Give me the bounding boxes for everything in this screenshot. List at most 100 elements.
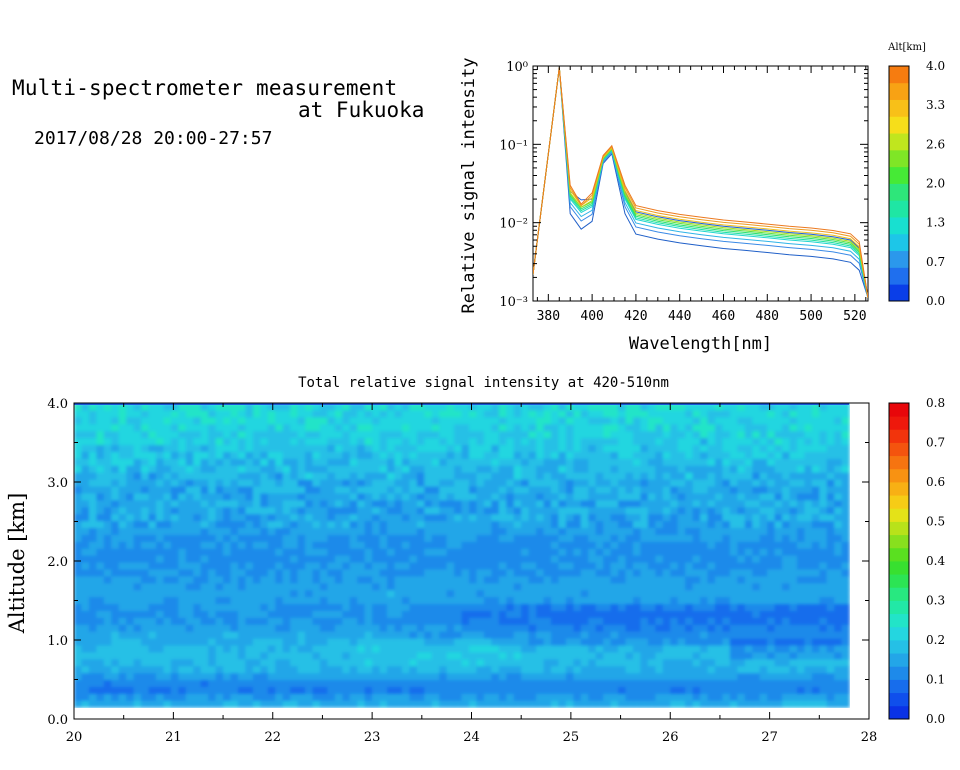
heatmap-cell [647, 589, 656, 598]
heatmap-cell [74, 582, 83, 591]
heatmap-cell [446, 548, 455, 556]
heatmap-cell [714, 430, 724, 439]
heatmap-cell [804, 610, 813, 618]
heatmap-cell [685, 548, 694, 556]
heatmap-cell [178, 409, 187, 418]
heatmap-cell [483, 479, 492, 487]
heatmap-cell [170, 658, 179, 667]
heatmap-cell [245, 638, 254, 646]
heatmap-cell [178, 624, 187, 632]
heatmap-cell [588, 527, 597, 535]
heatmap-cell [714, 638, 724, 646]
heatmap-cell [662, 568, 671, 577]
heatmap-cell [483, 534, 492, 542]
heatmap-cell [141, 520, 150, 529]
heatmap-cell [409, 658, 418, 667]
heatmap-cell [230, 596, 239, 605]
heatmap-cell [319, 513, 328, 522]
heatmap-cell [796, 555, 805, 563]
heatmap-cell [74, 444, 83, 452]
heatmap-cell [506, 485, 515, 494]
heatmap-cell [469, 686, 478, 694]
heatmap-cell [349, 506, 358, 515]
heatmap-cell [565, 499, 574, 508]
heatmap-cell [677, 693, 686, 701]
heatmap-cell [439, 700, 448, 708]
heatmap-cell [744, 693, 753, 701]
heatmap-cell [193, 479, 202, 487]
heatmap-cell [707, 444, 716, 452]
heatmap-cell [767, 686, 776, 694]
heatmap-cell [513, 527, 522, 535]
heatmap-cell [252, 423, 261, 432]
heatmap-cell [521, 423, 530, 432]
heatmap-cell [640, 458, 649, 466]
heatmap-cell [357, 541, 366, 549]
heatmap-cell [677, 403, 686, 411]
heatmap-cell [297, 624, 306, 632]
heatmap-cell [237, 451, 247, 459]
heatmap-cell [841, 409, 850, 418]
heatmap-cell [111, 610, 120, 618]
heatmap-cell [126, 596, 135, 605]
heatmap-cell [819, 548, 828, 556]
heatmap-cell [342, 534, 351, 542]
spectrum-x-tick-label: 480 [756, 309, 779, 324]
heatmap-cell [729, 638, 738, 646]
heatmap-cell [714, 458, 724, 466]
heatmap-cell [513, 631, 522, 639]
heatmap-cell [722, 430, 731, 439]
heatmap-cell [491, 672, 500, 681]
heatmap-cell [744, 492, 753, 501]
heatmap-cell [252, 589, 261, 598]
heatmap-cell [625, 465, 634, 473]
heatmap-cell [357, 672, 366, 681]
heatmap-cell [178, 568, 187, 577]
heatmap-cell [841, 513, 850, 522]
heatmap-cell [223, 430, 232, 439]
heatmap-cell [692, 582, 701, 591]
heatmap-cell [521, 638, 530, 646]
heatmap-cell [372, 499, 381, 508]
heatmap-cell [81, 568, 90, 577]
heatmap-cell [96, 416, 105, 425]
heatmap-cell [670, 458, 679, 466]
heatmap-cell [260, 485, 269, 494]
heatmap-cell [364, 458, 373, 466]
heatmap-cell [759, 444, 768, 452]
heatmap-cell [513, 485, 522, 494]
heatmap-cell [103, 430, 112, 439]
heatmap-cell [461, 492, 470, 501]
heatmap-cell [677, 610, 686, 618]
heatmap-cell [126, 492, 135, 501]
heatmap-cell [841, 485, 850, 494]
heatmap-cells-group [74, 403, 850, 708]
heatmap-cell [118, 603, 127, 611]
heatmap-cell [454, 644, 463, 653]
heatmap-cell [312, 458, 321, 466]
heatmap-cell [357, 548, 366, 556]
heatmap-cell [252, 479, 261, 487]
heatmap-cell [782, 617, 791, 625]
heatmap-cell [349, 651, 358, 660]
heatmap-cell [297, 651, 306, 660]
heatmap-cell [536, 638, 545, 646]
heatmap-cell [282, 693, 291, 701]
heatmap-cell [618, 534, 627, 542]
altitude-colorbar-segment [889, 284, 909, 302]
heatmap-cell [327, 513, 336, 522]
heatmap-cell [133, 631, 142, 639]
heatmap-cell [223, 617, 232, 625]
heatmap-cell [707, 527, 716, 535]
heatmap-cell [409, 686, 418, 694]
heatmap-cell [513, 582, 522, 591]
heatmap-cell [774, 548, 783, 556]
heatmap-cell [737, 693, 746, 701]
heatmap-cell [431, 403, 440, 411]
heatmap-cell [379, 506, 388, 515]
heatmap-cell [670, 451, 679, 459]
heatmap-cell [796, 534, 805, 542]
heatmap-cell [670, 610, 679, 618]
heatmap-cell [223, 506, 232, 515]
heatmap-cell [513, 451, 522, 459]
